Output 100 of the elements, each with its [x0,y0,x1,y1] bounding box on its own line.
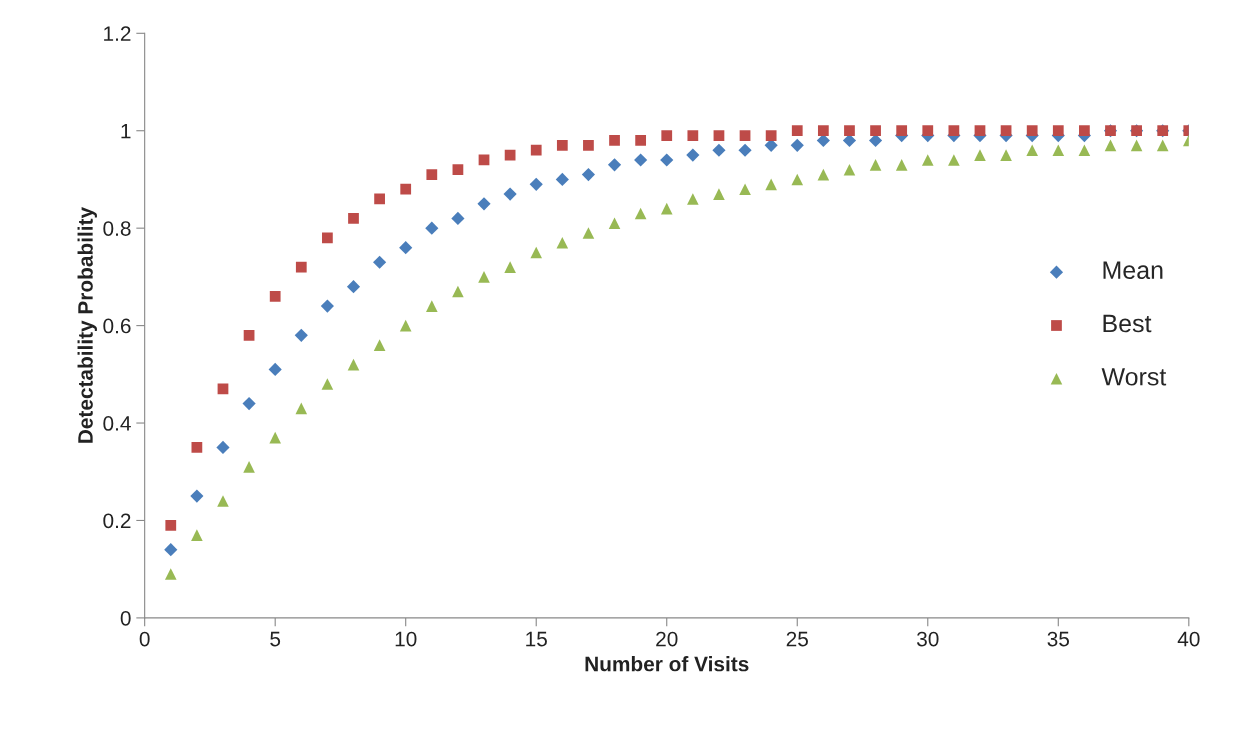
point [295,402,308,415]
point [1000,125,1012,137]
point [895,159,908,171]
x-axis-title: Number of Visits [585,656,749,672]
point [347,358,360,371]
point [1000,149,1012,161]
point [974,149,986,161]
point [869,159,882,171]
x-tick-label: 5 [270,631,281,647]
point [896,125,908,137]
x-tick-label: 15 [526,631,547,647]
point [478,271,490,283]
point [948,125,960,137]
point [190,489,204,503]
point [294,328,308,342]
point [974,125,986,137]
x-tick-label: 30 [916,631,939,647]
point [556,139,568,151]
point [243,461,255,473]
x-tick-label: 40 [1177,631,1200,647]
point [844,125,855,137]
y-tick-label: 0.6 [103,318,131,334]
point [503,187,517,201]
point [321,378,334,390]
x-tick-label: 0 [139,631,150,647]
point [399,319,412,332]
point [1052,144,1065,157]
point [399,241,413,255]
point [217,495,229,507]
y-axis-title: Detectability Probability [77,207,97,443]
y-tick-label: 1 [121,123,131,139]
point [322,232,333,244]
point [686,148,700,162]
point [530,246,543,259]
point [582,227,595,239]
point [243,329,255,341]
x-tick-label: 20 [656,631,678,647]
point [504,261,516,273]
point [1052,125,1064,137]
point [400,183,412,195]
point [164,568,177,580]
point [295,261,307,273]
point [269,290,281,302]
point [581,167,596,182]
point [530,144,542,156]
point [555,172,569,187]
point [583,139,594,151]
point [843,163,856,176]
point [426,169,438,180]
point [765,130,777,141]
point [529,177,543,191]
point [765,178,777,191]
point [452,164,464,176]
point [634,207,647,220]
point [477,197,491,211]
point [374,193,385,205]
legend-label: Mean [1103,261,1163,280]
x-tick-label: 35 [1047,631,1070,647]
point [635,135,647,146]
y-tick-label: 0 [120,610,131,626]
point [870,125,881,137]
point [191,529,203,541]
point [1156,139,1169,152]
point [269,431,281,444]
point [164,543,178,557]
point [556,236,569,249]
point [320,299,334,313]
x-tick-label: 10 [395,631,417,647]
point [661,130,673,141]
point [426,300,438,312]
point [739,183,751,195]
point [1026,125,1038,137]
point [346,280,361,294]
point [608,217,621,230]
point [452,285,464,298]
x-tick-label: 25 [786,631,808,647]
point [1104,139,1117,152]
point [242,396,256,411]
point [660,153,674,167]
y-tick-label: 0.2 [103,513,131,529]
y-tick-label: 0.4 [103,416,131,431]
point [425,221,439,235]
point [1078,144,1091,157]
point [1079,125,1090,137]
point [1130,139,1143,152]
legend-label: Worst [1101,368,1167,386]
legend-label: Best [1103,314,1152,333]
y-tick-label: 0.8 [103,221,131,236]
point [713,130,725,141]
point [165,519,177,531]
point [191,442,203,453]
point [712,143,726,157]
point [921,154,934,166]
point [791,125,803,137]
point [948,154,960,166]
point [687,193,699,205]
point [607,158,622,172]
point [922,125,934,137]
point [791,173,804,186]
point [216,440,230,454]
